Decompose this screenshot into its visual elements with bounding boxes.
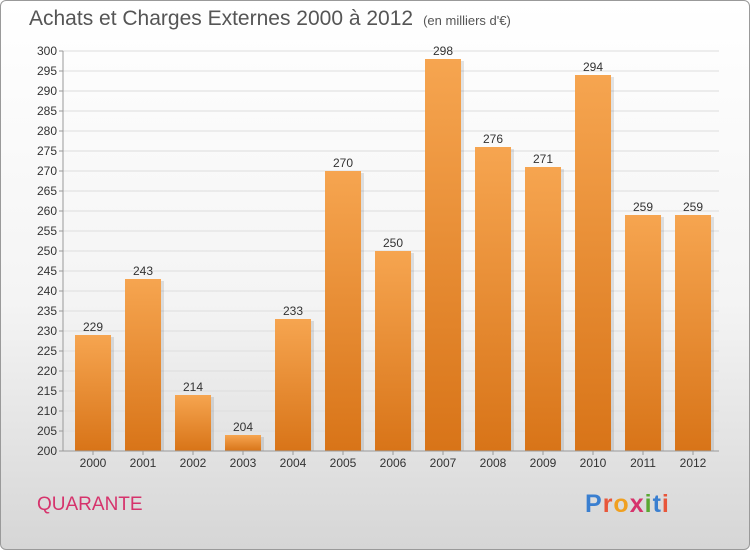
data-label: 270 — [333, 156, 353, 170]
data-label: 298 — [433, 44, 453, 58]
x-tick-label: 2002 — [180, 456, 207, 470]
bar — [475, 147, 511, 451]
bars: 229 243 214 204 233 270 250 298 276 271 294 259 259 — [75, 44, 714, 451]
bar — [75, 335, 111, 451]
data-label: 243 — [133, 264, 153, 278]
y-tick-label: 255 — [37, 224, 57, 238]
data-label: 233 — [283, 304, 303, 318]
bar — [525, 167, 561, 451]
logo-letter: P — [585, 490, 603, 518]
bar — [225, 435, 261, 451]
x-tick-label: 2010 — [580, 456, 607, 470]
logo-letter: x — [629, 490, 645, 518]
y-tick-label: 240 — [37, 284, 57, 298]
data-label: 259 — [683, 200, 703, 214]
x-tick-label: 2006 — [380, 456, 407, 470]
logo-letter: r — [602, 490, 614, 518]
y-tick-label: 230 — [37, 324, 57, 338]
bar — [675, 215, 711, 451]
y-tick-label: 235 — [37, 304, 57, 318]
logo-letter: i — [661, 490, 670, 518]
x-tick-label: 2007 — [430, 456, 457, 470]
y-tick-label: 220 — [37, 364, 57, 378]
x-tick-label: 2001 — [130, 456, 157, 470]
bar — [425, 59, 461, 451]
y-tick-label: 300 — [37, 44, 57, 58]
y-tick-label: 205 — [37, 424, 57, 438]
logo-letter: i — [644, 490, 653, 518]
data-label: 271 — [533, 152, 553, 166]
x-tick-label: 2011 — [630, 456, 656, 470]
y-tick-label: 275 — [37, 144, 57, 158]
y-tick-label: 265 — [37, 184, 57, 198]
y-tick-label: 270 — [37, 164, 57, 178]
y-tick-label: 285 — [37, 104, 57, 118]
bar — [575, 75, 611, 451]
logo-letter: o — [613, 490, 630, 518]
y-tick-label: 295 — [37, 64, 57, 78]
y-tick-label: 210 — [37, 404, 57, 418]
y-tick-label: 245 — [37, 264, 57, 278]
town-name: QUARANTE — [37, 494, 143, 515]
bar — [175, 395, 211, 451]
x-tick-label: 2009 — [530, 456, 557, 470]
data-label: 276 — [483, 132, 503, 146]
data-label: 214 — [183, 380, 203, 394]
data-label: 204 — [233, 420, 253, 434]
x-tick-label: 2008 — [480, 456, 507, 470]
data-label: 259 — [633, 200, 653, 214]
bar — [275, 319, 311, 451]
y-tick-label: 260 — [37, 204, 57, 218]
proxiti-logo: Proxiti — [585, 490, 670, 519]
bar — [625, 215, 661, 451]
y-tick-label: 225 — [37, 344, 57, 358]
bar — [125, 279, 161, 451]
y-tick-label: 200 — [37, 444, 57, 458]
x-tick-label: 2004 — [280, 456, 307, 470]
chart-subtitle: (en milliers d'€) — [423, 13, 511, 28]
x-tick-label: 2000 — [80, 456, 107, 470]
y-tick-label: 280 — [37, 124, 57, 138]
data-label: 294 — [583, 60, 603, 74]
bar — [375, 251, 411, 451]
data-label: 229 — [83, 320, 103, 334]
bar — [325, 171, 361, 451]
axes: 200 205 210 215 220 225 230 235 240 245 250 255 260 2… — [37, 44, 719, 470]
y-tick-label: 215 — [37, 384, 57, 398]
x-tick-label: 2012 — [680, 456, 707, 470]
chart-title: Achats et Charges Externes 2000 à 2012 (e… — [29, 7, 511, 31]
y-tick-label: 290 — [37, 84, 57, 98]
chart-title-text: Achats et Charges Externes 2000 à 2012 — [29, 7, 414, 30]
y-tick-label: 250 — [37, 244, 57, 258]
data-label: 250 — [383, 236, 403, 250]
x-tick-label: 2005 — [330, 456, 357, 470]
x-tick-label: 2003 — [230, 456, 257, 470]
logo-letter: t — [652, 490, 662, 518]
